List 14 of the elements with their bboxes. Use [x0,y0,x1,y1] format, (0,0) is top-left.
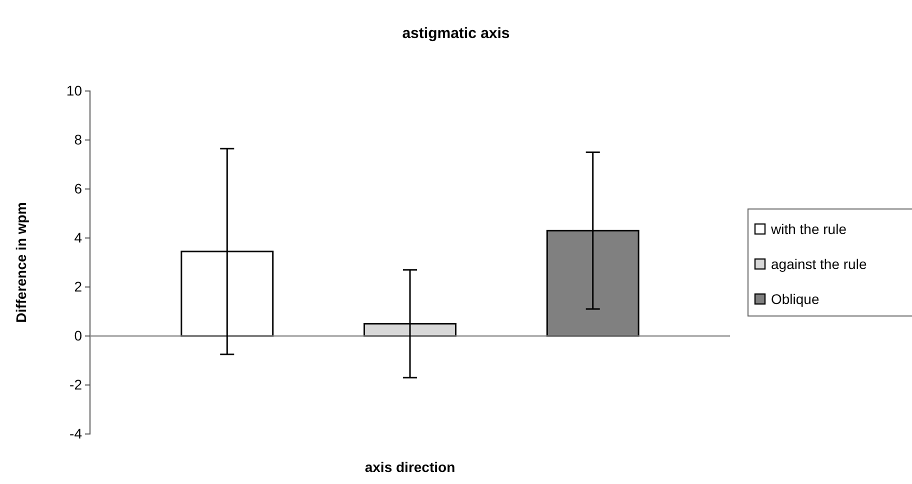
y-tick-label: 2 [74,278,82,294]
legend-label: with the rule [770,221,847,237]
legend-label: Oblique [771,291,820,307]
y-tick-label: -2 [70,376,82,392]
x-axis-title: axis direction [364,459,456,475]
y-tick-label: 6 [74,180,82,196]
y-tick-label: 10 [66,82,82,98]
y-tick-label: 8 [74,131,82,148]
y-axis-title: Difference in wpm [13,202,29,323]
chart-title: astigmatic axis [402,25,510,42]
legend-label: against the rule [771,256,867,272]
y-tick-label: -4 [70,425,82,442]
y-tick-label: 4 [74,229,82,246]
y-tick-label: 0 [74,327,82,344]
